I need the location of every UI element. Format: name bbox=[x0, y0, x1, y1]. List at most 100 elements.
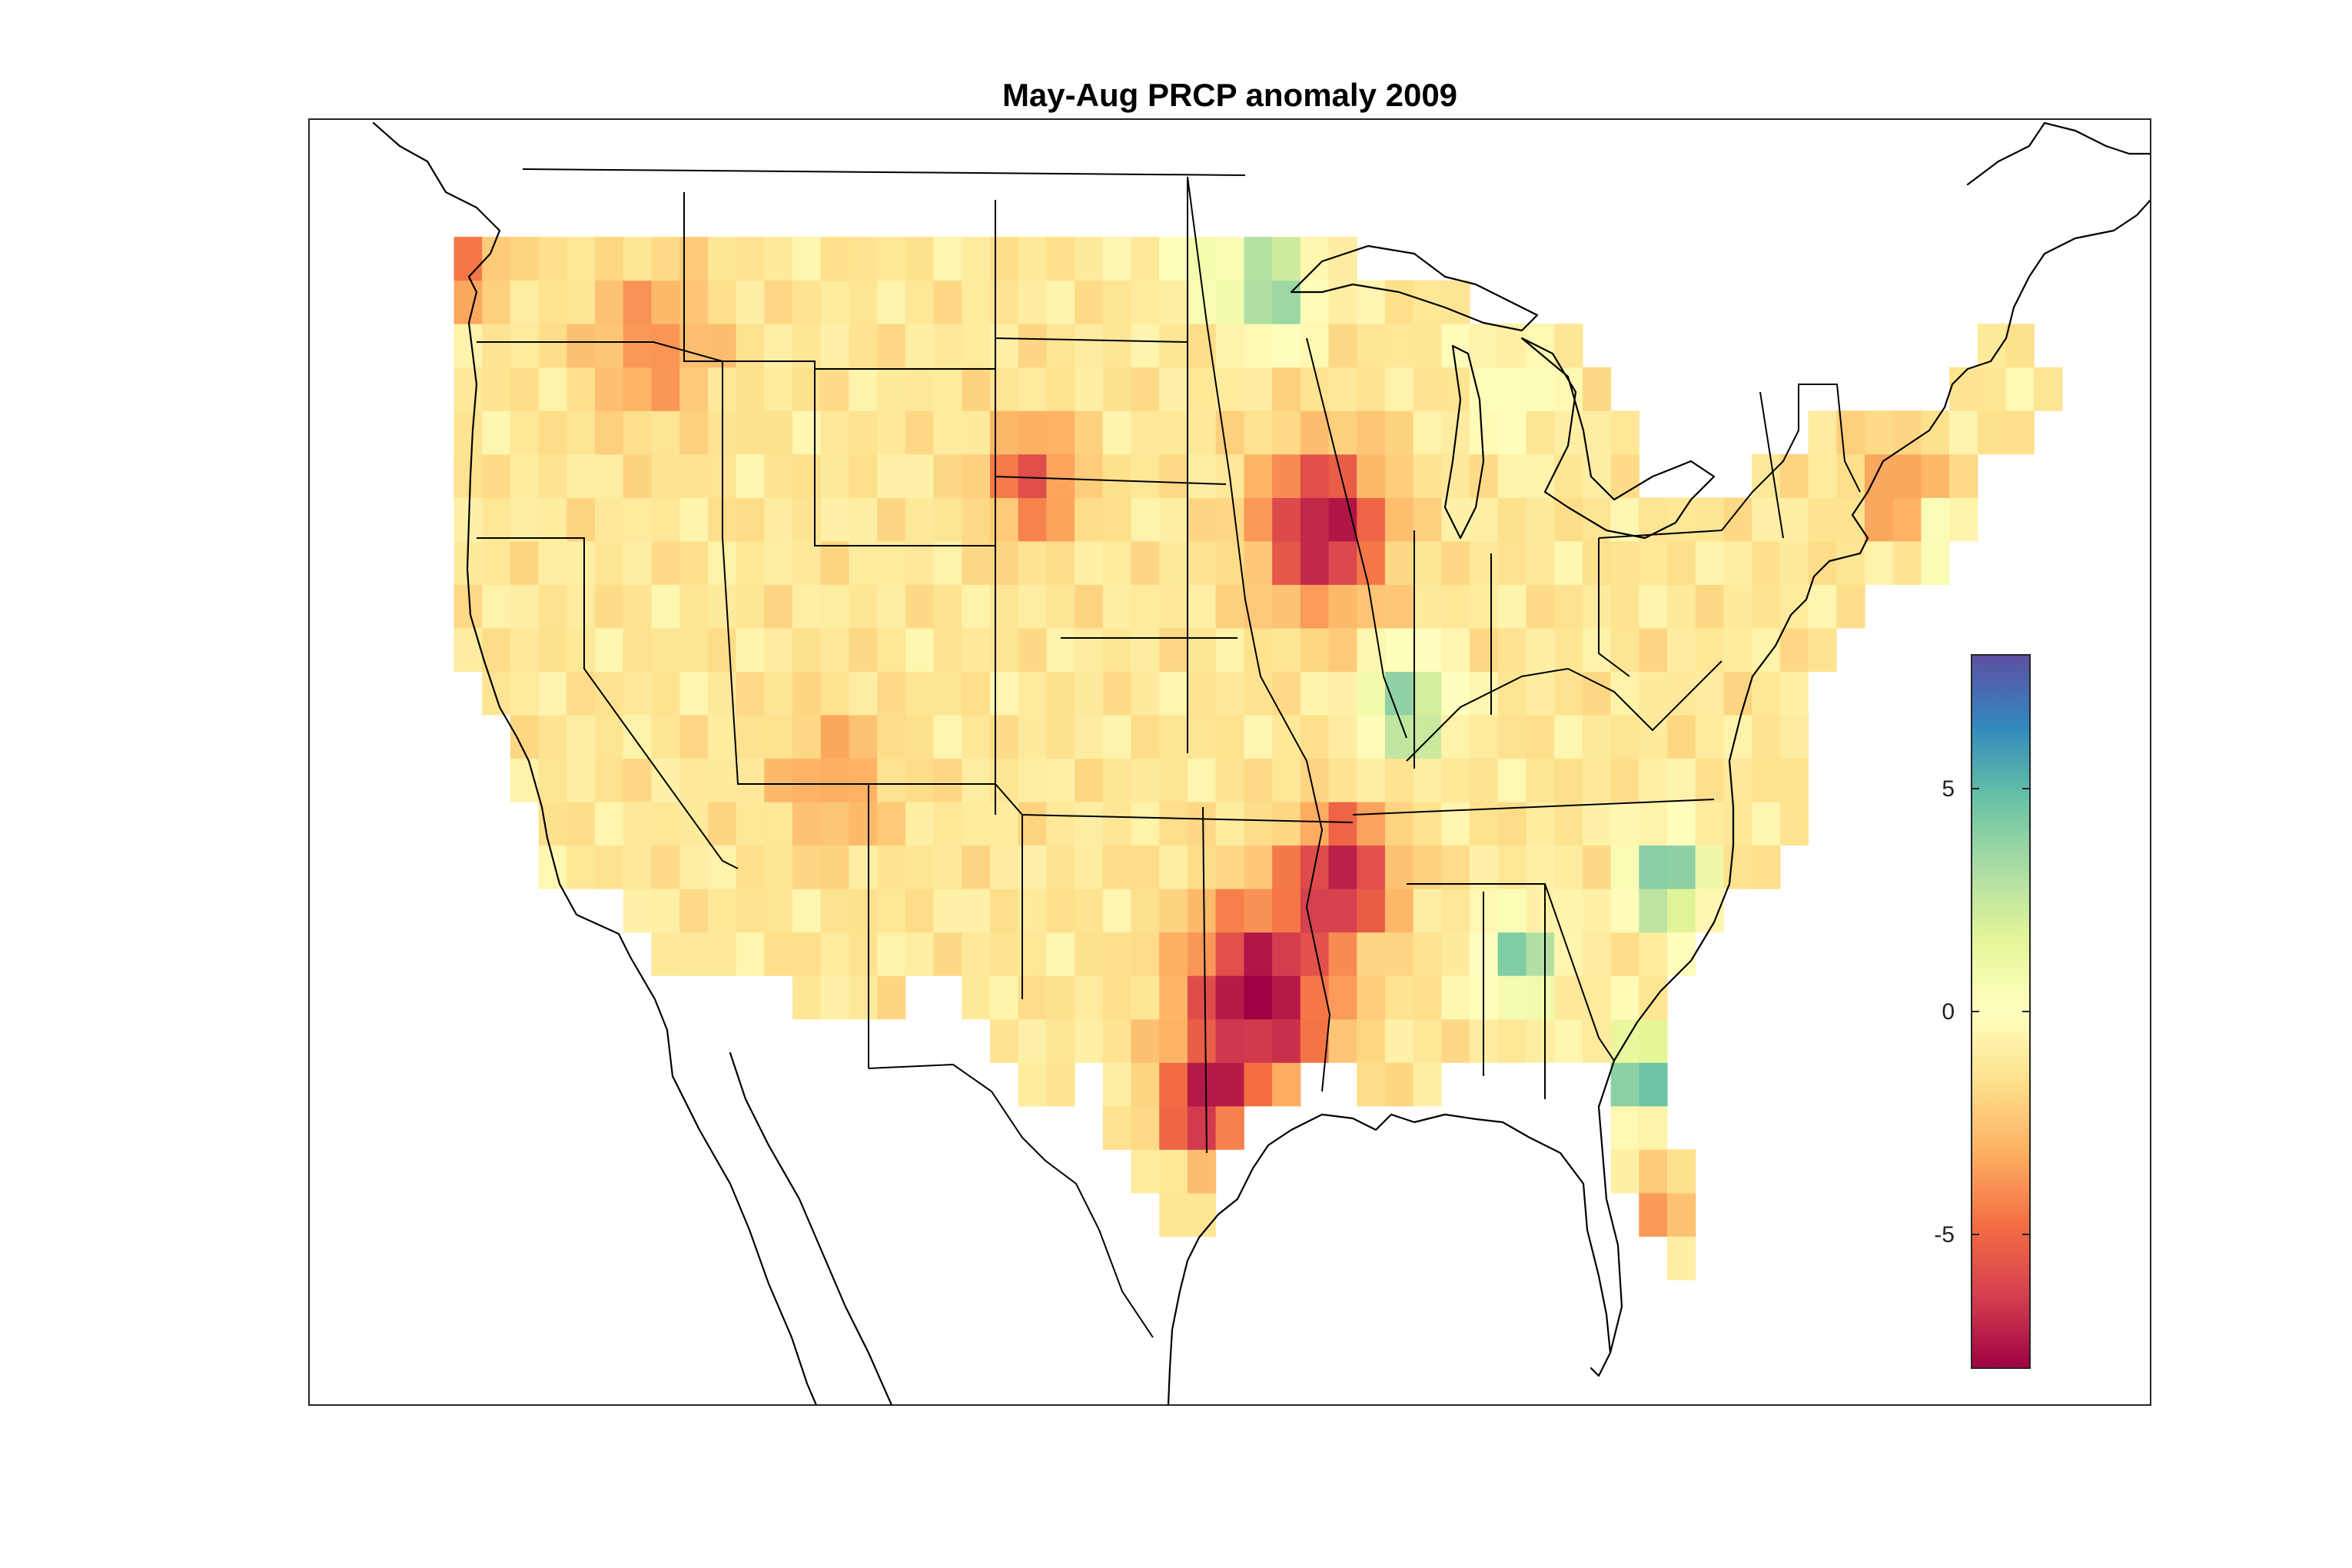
grid-cell bbox=[1102, 1062, 1132, 1107]
grid-cell bbox=[1977, 410, 2007, 455]
grid-cell bbox=[1244, 453, 1273, 498]
grid-cell bbox=[792, 410, 822, 455]
grid-cell bbox=[651, 237, 680, 281]
grid-cell bbox=[990, 889, 1019, 933]
grid-cell bbox=[453, 324, 483, 368]
grid-cell bbox=[1808, 584, 1837, 629]
grid-cell bbox=[1244, 845, 1273, 889]
grid-cell bbox=[1526, 802, 1555, 846]
grid-cell bbox=[1639, 932, 1668, 976]
grid-cell bbox=[1526, 367, 1555, 411]
grid-cell bbox=[1357, 802, 1386, 846]
grid-cell bbox=[736, 845, 765, 889]
grid-cell bbox=[1131, 758, 1160, 802]
grid-cell bbox=[990, 845, 1019, 889]
grid-cell bbox=[1497, 975, 1526, 1020]
grid-cell bbox=[1159, 324, 1188, 368]
grid-cell bbox=[1159, 280, 1188, 324]
grid-cell bbox=[849, 845, 878, 889]
grid-cell bbox=[538, 758, 567, 802]
grid-cell bbox=[1865, 497, 1894, 542]
grid-cell bbox=[820, 237, 849, 281]
grid-cell bbox=[1357, 367, 1386, 411]
grid-cell bbox=[1300, 237, 1330, 281]
grid-cell bbox=[1357, 1018, 1386, 1063]
grid-cell bbox=[707, 932, 737, 976]
grid-cell bbox=[1187, 1018, 1217, 1063]
grid-cell bbox=[736, 802, 765, 846]
grid-cell bbox=[849, 324, 878, 368]
grid-cell bbox=[1075, 845, 1104, 889]
grid-cell bbox=[1300, 540, 1330, 585]
grid-cell bbox=[707, 540, 737, 585]
grid-cell bbox=[1977, 367, 2007, 411]
grid-cell bbox=[1892, 497, 1922, 542]
state-border-texas-mexico bbox=[868, 1063, 1154, 1338]
grid-cell bbox=[990, 802, 1019, 846]
grid-cell bbox=[792, 715, 822, 759]
grid-cell bbox=[1384, 280, 1414, 324]
grid-cell bbox=[1244, 280, 1273, 324]
grid-cell bbox=[933, 584, 962, 629]
grid-cell bbox=[1441, 845, 1470, 889]
grid-cell bbox=[1723, 802, 1752, 846]
grid-cell bbox=[1892, 540, 1922, 585]
grid-cell bbox=[1554, 497, 1583, 542]
grid-cell bbox=[1075, 1018, 1104, 1063]
grid-cell bbox=[764, 280, 793, 324]
grid-cell bbox=[877, 975, 906, 1020]
grid-cell bbox=[1610, 1062, 1639, 1107]
grid-cell bbox=[1639, 1062, 1668, 1107]
grid-cell bbox=[1357, 758, 1386, 802]
grid-cell bbox=[1272, 584, 1301, 629]
grid-cell bbox=[1667, 1236, 1696, 1281]
grid-cell bbox=[1300, 671, 1330, 716]
grid-cell bbox=[877, 802, 906, 846]
grid-cell bbox=[820, 584, 849, 629]
grid-cell bbox=[1300, 453, 1330, 498]
grid-cell bbox=[1131, 1062, 1160, 1107]
grid-cell bbox=[736, 540, 765, 585]
grid-cell bbox=[651, 845, 680, 889]
grid-cell bbox=[1159, 1149, 1188, 1194]
grid-cell bbox=[1921, 497, 1950, 542]
grid-cell bbox=[707, 627, 737, 672]
grid-cell bbox=[1610, 932, 1639, 976]
grid-cell bbox=[1046, 715, 1075, 759]
baja-gulf-coast-line bbox=[729, 1051, 893, 1405]
grid-cell bbox=[453, 410, 483, 455]
grid-cell bbox=[1018, 584, 1047, 629]
grid-cell bbox=[1159, 627, 1188, 672]
grid-cell bbox=[623, 758, 652, 802]
state-border-plains-horizontal bbox=[995, 337, 1354, 823]
grid-cell bbox=[1244, 802, 1273, 846]
grid-cell bbox=[1470, 324, 1499, 368]
grid-cell bbox=[1102, 280, 1132, 324]
grid-cell bbox=[1215, 1105, 1244, 1150]
grid-cell bbox=[1357, 540, 1386, 585]
grid-cell bbox=[679, 584, 709, 629]
grid-cell bbox=[877, 453, 906, 498]
grid-cell bbox=[990, 627, 1019, 672]
grid-cell bbox=[933, 453, 962, 498]
grid-cell bbox=[1215, 497, 1244, 542]
grid-cell bbox=[1779, 453, 1809, 498]
grid-cell bbox=[1131, 845, 1160, 889]
grid-cell bbox=[623, 584, 652, 629]
grid-cell bbox=[1046, 324, 1075, 368]
grid-cell bbox=[962, 758, 991, 802]
grid-cell bbox=[1526, 671, 1555, 716]
grid-cell bbox=[1215, 324, 1244, 368]
grid-cell bbox=[595, 410, 624, 455]
grid-cell bbox=[820, 627, 849, 672]
grid-cell bbox=[1752, 758, 1781, 802]
grid-cell bbox=[1413, 540, 1442, 585]
grid-cell bbox=[1018, 497, 1047, 542]
grid-cell bbox=[1159, 671, 1188, 716]
grid-cell bbox=[679, 410, 709, 455]
grid-cell bbox=[1413, 453, 1442, 498]
gulf-mexico-west-coast-line bbox=[1167, 1144, 1270, 1405]
grid-cell bbox=[849, 889, 878, 933]
grid-cell bbox=[820, 410, 849, 455]
grid-cell bbox=[1752, 540, 1781, 585]
